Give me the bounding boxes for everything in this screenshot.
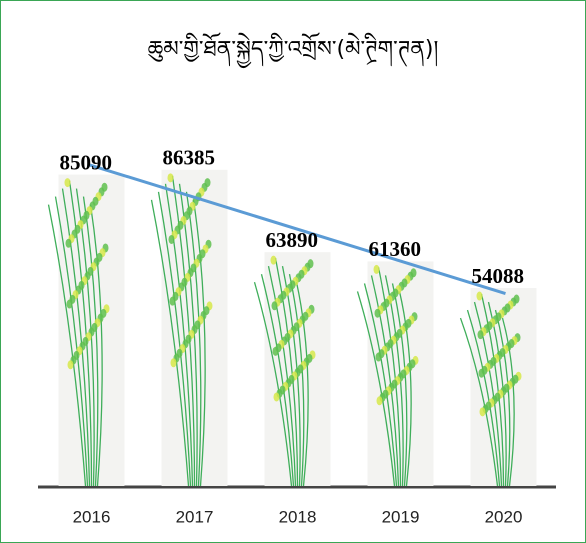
- grain: [273, 392, 280, 402]
- stem: [466, 309, 501, 487]
- stem: [356, 291, 396, 487]
- stem: [68, 180, 93, 487]
- data-label: 61360: [369, 237, 422, 261]
- grain: [373, 264, 380, 274]
- grain: [476, 291, 483, 301]
- chart-title: ཆུམ་གྱི་ཐོན་སྐྱེད་ཀྱི་འགྲོས་(མེ་ཊྲིག་ཊན)…: [148, 32, 439, 69]
- grain: [375, 352, 382, 362]
- x-tick-label: 2019: [382, 507, 420, 526]
- stem: [480, 293, 505, 487]
- grain: [67, 360, 74, 370]
- data-label: 85090: [60, 150, 113, 174]
- grain: [477, 330, 484, 340]
- grain: [167, 173, 174, 183]
- x-tick-label: 2017: [176, 507, 214, 526]
- grain: [272, 346, 279, 356]
- stem: [274, 258, 299, 487]
- grain: [374, 308, 381, 318]
- grain: [64, 178, 71, 188]
- plant-decoration: [459, 291, 522, 487]
- plant-decoration: [150, 173, 213, 487]
- x-tick-label: 2020: [485, 507, 523, 526]
- stem: [47, 204, 87, 487]
- stem: [267, 266, 297, 487]
- stem: [185, 191, 202, 487]
- stem: [192, 199, 206, 487]
- stem: [61, 188, 91, 487]
- data-label: 54088: [472, 264, 525, 288]
- grain: [478, 368, 485, 378]
- stem: [398, 291, 412, 487]
- grain: [376, 396, 383, 406]
- plant-decoration: [356, 264, 419, 487]
- stem: [459, 317, 499, 487]
- stem: [164, 183, 194, 487]
- x-tick-label: 2016: [73, 507, 111, 526]
- grain: [479, 407, 486, 417]
- data-label: 86385: [163, 146, 216, 170]
- grain: [66, 299, 73, 309]
- stem: [501, 317, 515, 487]
- stem: [370, 275, 400, 487]
- stem: [54, 196, 89, 487]
- stem: [363, 283, 398, 487]
- stem: [157, 191, 192, 487]
- grain: [169, 296, 176, 306]
- stem: [253, 281, 293, 487]
- stem: [473, 301, 503, 487]
- stem: [295, 282, 309, 487]
- trendline: [87, 162, 506, 295]
- plant-decoration: [47, 178, 110, 487]
- plant-decoration: [253, 255, 316, 487]
- data-label: 63890: [266, 228, 319, 252]
- grain: [65, 238, 72, 248]
- stem: [288, 274, 305, 487]
- stem: [82, 196, 99, 487]
- grain: [270, 255, 277, 265]
- stem: [171, 175, 196, 487]
- stem: [150, 199, 190, 487]
- grain: [170, 358, 177, 368]
- stem: [494, 309, 511, 487]
- stem: [260, 274, 295, 487]
- grain: [271, 301, 278, 311]
- stem: [89, 204, 103, 487]
- grain: [168, 234, 175, 244]
- stem: [391, 283, 408, 487]
- stem: [377, 267, 402, 487]
- x-tick-label: 2018: [279, 507, 317, 526]
